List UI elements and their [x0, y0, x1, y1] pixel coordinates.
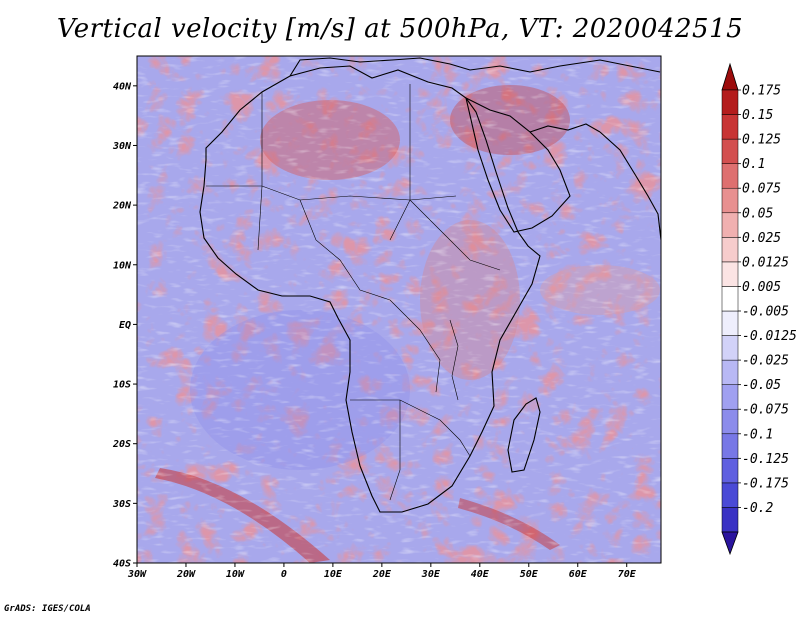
india-coastline — [599, 131, 661, 241]
map-border — [136, 55, 662, 564]
colorbar-swatch — [721, 433, 739, 459]
sudan-border — [409, 199, 501, 271]
lat-tick-label: 20S — [112, 439, 131, 450]
africa-coastline — [199, 65, 541, 513]
longitude-axis: 30W 20W 10W 0 10E 20E 30E 40E 50E 60E 70E — [127, 563, 637, 580]
lat-tick-label: 30N — [112, 141, 132, 152]
coastlines — [199, 57, 661, 513]
colorbar-swatch — [721, 335, 739, 361]
colorbar-swatch — [721, 212, 739, 238]
southern-africa-border — [350, 399, 471, 457]
map-panel — [137, 56, 661, 563]
colorbar-label: -0.2 — [742, 501, 773, 516]
lon-tick-label: 40E — [471, 569, 490, 580]
colorbar-label: 0.175 — [742, 84, 781, 99]
lat-tick-label: 20N — [112, 201, 132, 212]
colorbar-label: -0.0125 — [742, 329, 797, 344]
lon-tick-label: 50E — [520, 569, 539, 580]
colorbar-label: -0.075 — [742, 403, 789, 418]
colorbar-swatch — [721, 408, 739, 435]
colorbar-swatch — [721, 114, 739, 140]
lon-tick-label: 20E — [372, 569, 392, 580]
colorbar-label: -0.175 — [742, 476, 789, 491]
colorbar-swatch — [721, 384, 739, 410]
lon-tick-label: 20W — [176, 569, 196, 580]
persian-gulf-coastline — [529, 123, 601, 133]
colorbar-label: 0.05 — [742, 206, 773, 221]
colorbar-swatch — [721, 163, 739, 189]
colorbar-label: -0.025 — [742, 354, 789, 369]
lat-tick-label: 10S — [113, 380, 131, 391]
colorbar-swatch — [721, 458, 739, 484]
lon-tick-label: 70E — [618, 569, 637, 580]
colorbar-swatch — [721, 507, 739, 533]
colorbar-swatch — [721, 237, 739, 263]
map-title: Vertical velocity [m/s] at 500hPa, VT: 2… — [56, 14, 744, 44]
colorbar-label: -0.005 — [742, 305, 789, 320]
colorbar-swatch — [721, 482, 739, 508]
colorbar-top-arrow — [721, 62, 739, 91]
lat-tick-label: 30S — [112, 499, 131, 510]
colorbar: 0.175 0.15 0.125 0.1 0.075 0.05 0.025 0.0125 0.0… — [721, 62, 797, 556]
lat-tick-label: 40S — [113, 559, 131, 570]
colorbar-label: 0.15 — [742, 108, 773, 123]
colorbar-label: 0.075 — [742, 182, 781, 197]
lon-tick-label: 0 — [281, 569, 287, 580]
lon-tick-label: 60E — [569, 569, 588, 580]
colorbar-label: 0.125 — [742, 133, 781, 148]
colorbar-swatch — [721, 261, 739, 287]
latitude-axis: 40N 30N 20N 10N EQ 10S 20S 30S 40S — [112, 81, 137, 570]
colorbar-swatch — [721, 286, 739, 312]
west-africa-border — [257, 92, 263, 251]
grads-credit: GrADS: IGES/COLA — [4, 604, 91, 614]
lat-tick-label: 10N — [113, 260, 132, 271]
europe-coastline — [289, 57, 661, 77]
namibia-border — [389, 400, 401, 501]
colorbar-swatch — [721, 310, 739, 336]
colorbar-label: -0.1 — [742, 427, 773, 442]
lat-tick-label: 40N — [113, 81, 132, 92]
colorbar-swatch — [721, 359, 739, 385]
colorbar-label: -0.125 — [742, 452, 789, 467]
lon-tick-label: 30W — [127, 569, 147, 580]
central-africa-border — [299, 199, 391, 301]
colorbar-label: 0.1 — [742, 157, 765, 172]
country-borders — [206, 84, 501, 501]
colorbar-label: 0.025 — [742, 231, 781, 246]
lon-tick-label: 30E — [421, 569, 441, 580]
colorbar-label: 0.005 — [742, 280, 781, 295]
colorbar-label: 0.0125 — [742, 255, 789, 270]
east-africa-lakes-border — [449, 319, 459, 401]
arabia-coastline — [465, 96, 571, 233]
velocity-field — [137, 56, 661, 563]
colorbar-swatch — [721, 187, 739, 214]
lon-tick-label: 10E — [324, 569, 343, 580]
colorbar-swatch — [721, 89, 739, 115]
colorbar-label: -0.05 — [742, 378, 781, 393]
lat-tick-label: EQ — [119, 320, 131, 331]
sahel-border — [206, 185, 457, 201]
colorbar-bottom-arrow — [721, 531, 739, 556]
congo-border — [389, 299, 441, 393]
contour-streaks — [137, 56, 661, 563]
colorbar-swatch — [721, 138, 739, 164]
madagascar-coastline — [507, 397, 541, 473]
lon-tick-label: 10W — [226, 569, 245, 580]
